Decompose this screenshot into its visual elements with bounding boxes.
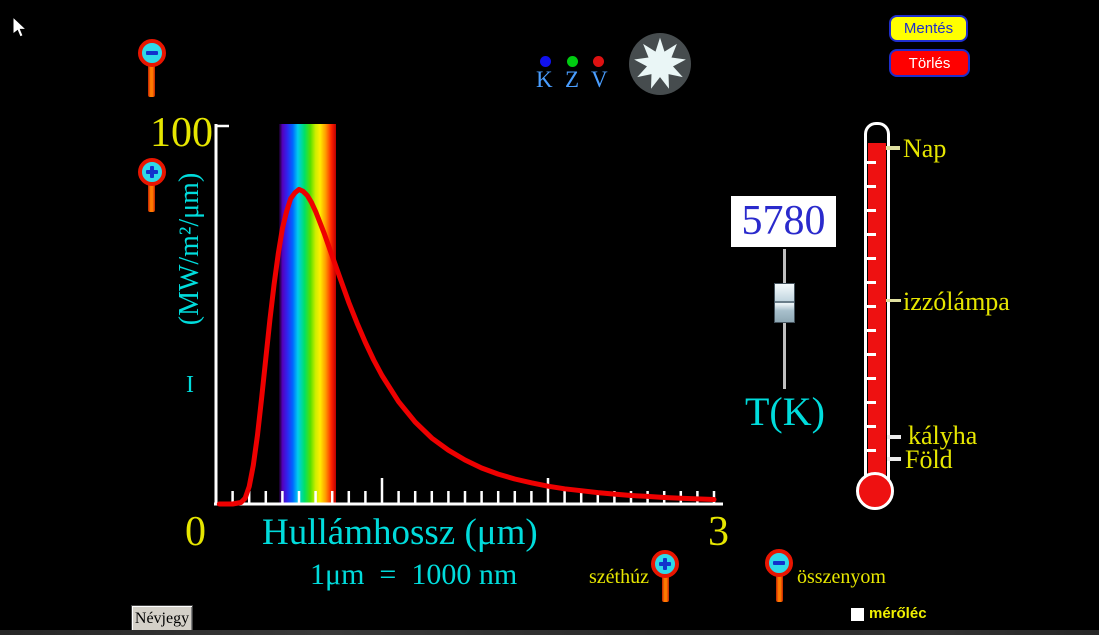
save-button[interactable]: Mentés	[889, 15, 968, 42]
minus-icon[interactable]	[138, 39, 166, 67]
thermometer-bulb	[856, 472, 894, 510]
preset-label-lightbulb: izzólámpa	[903, 287, 1010, 316]
compress-axis-label: összenyom	[797, 566, 886, 588]
expand-axis-label: széthúz	[589, 566, 649, 588]
thermometer-ticks	[867, 161, 876, 463]
x-axis-max-label: 3	[708, 509, 729, 555]
intensity-symbol: I	[186, 372, 194, 398]
star-icon	[634, 37, 686, 89]
x-axis-title-text: Hullámhossz	[262, 512, 456, 553]
star-color-button[interactable]	[629, 33, 691, 95]
mouse-cursor	[12, 15, 28, 38]
plus-icon[interactable]	[651, 550, 679, 578]
preset-label-sun: Nap	[903, 134, 947, 163]
oven-mark	[887, 435, 901, 439]
temperature-unit-label: T(K)	[745, 389, 825, 434]
temperature-slider-handle[interactable]	[774, 283, 795, 323]
clear-button[interactable]: Törlés	[889, 49, 970, 77]
lightbulb-mark	[886, 299, 901, 302]
blue-channel-label: K	[536, 67, 553, 92]
y-axis-title: (MW/m²/μm)	[174, 172, 205, 326]
thermometer-tube	[864, 122, 890, 483]
preset-label-oven: kályha	[908, 421, 978, 450]
green-channel-label: Z	[565, 67, 580, 92]
measure-strip-label[interactable]: mérőléc	[869, 605, 927, 622]
unit-conversion-label: 1μm = 1000 nm	[310, 558, 518, 591]
earth-mark	[887, 457, 901, 461]
x-axis-min-label: 0	[185, 509, 206, 555]
green-dot-icon	[567, 56, 578, 67]
red-dot-icon	[593, 56, 604, 67]
pin-stick	[148, 179, 155, 212]
red-channel-label: V	[591, 67, 608, 92]
x-axis-unit: (μm)	[464, 512, 538, 553]
visible-spectrum-band	[279, 124, 336, 504]
pin-stick	[662, 573, 669, 602]
temperature-readout: 5780	[731, 196, 836, 247]
x-axis-title: Hullámhossz (μm)	[262, 511, 538, 554]
y-axis-max-label: 100	[150, 110, 213, 156]
measure-strip-checkbox[interactable]	[851, 608, 864, 621]
plus-icon[interactable]	[138, 158, 166, 186]
pin-stick	[148, 60, 155, 97]
minus-icon[interactable]	[765, 549, 793, 577]
blue-dot-icon	[540, 56, 551, 67]
window-bottom-edge	[0, 630, 1099, 635]
pin-stick	[776, 572, 783, 602]
about-button[interactable]: Névjegy	[131, 605, 193, 632]
preset-label-earth: Föld	[905, 445, 953, 474]
sun-mark	[886, 146, 900, 150]
